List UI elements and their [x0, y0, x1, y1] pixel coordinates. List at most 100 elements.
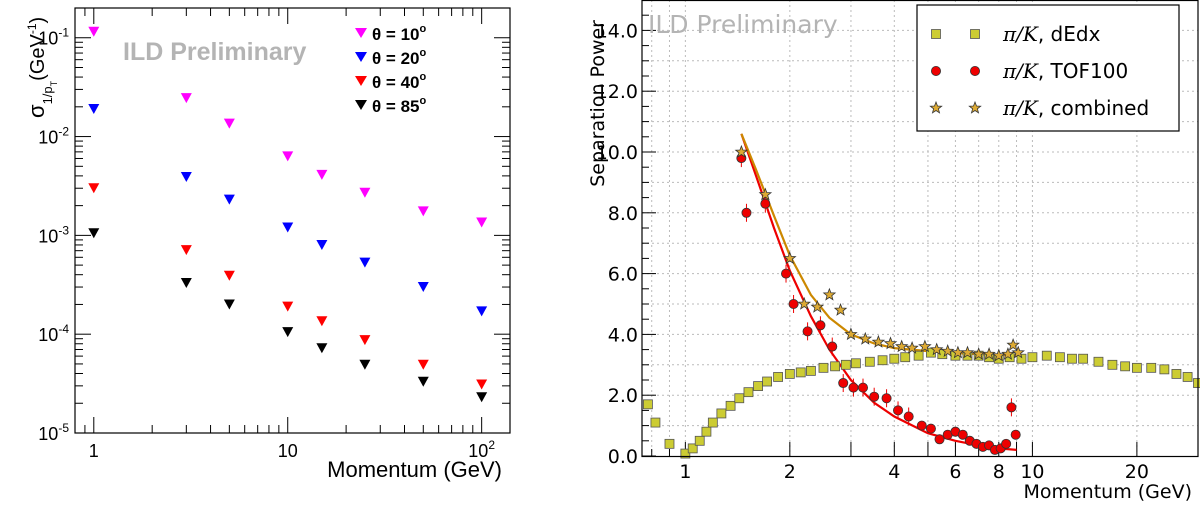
data-point — [824, 289, 835, 300]
data-point — [1094, 357, 1103, 366]
data-point — [476, 217, 487, 227]
separation-chart: ILD Preliminary0.02.04.06.08.010.012.014… — [520, 0, 1200, 508]
data-point — [1108, 360, 1117, 369]
x-tick-label: 10 — [1020, 461, 1044, 483]
data-point — [1079, 354, 1088, 363]
data-point — [781, 269, 790, 278]
legend-label: θ = 40o — [372, 71, 426, 92]
data-point — [799, 298, 810, 309]
y-tick-label: 10-3 — [38, 223, 69, 246]
data-point — [88, 183, 99, 193]
data-point — [812, 301, 823, 312]
watermark: ILD Preliminary — [648, 10, 838, 39]
y-tick-label: 8.0 — [608, 203, 638, 225]
data-point — [359, 335, 370, 345]
data-point — [224, 271, 235, 281]
y-tick-label: 6.0 — [608, 264, 638, 286]
data-point — [717, 409, 726, 418]
data-point — [1011, 430, 1020, 439]
data-point — [476, 392, 487, 402]
data-point — [651, 418, 660, 427]
data-point — [1008, 339, 1019, 350]
data-point — [1121, 362, 1130, 371]
data-point — [316, 240, 327, 250]
data-point — [932, 30, 941, 39]
data-point — [763, 377, 772, 386]
data-point — [931, 66, 940, 75]
data-point — [316, 343, 327, 353]
data-point — [744, 388, 753, 397]
data-point — [828, 342, 837, 351]
y-tick-label: 0.0 — [608, 446, 638, 468]
data-point — [789, 299, 798, 308]
data-point — [841, 360, 850, 369]
legend-marker — [355, 76, 367, 86]
data-point — [835, 304, 846, 315]
data-point — [971, 30, 980, 39]
data-point — [1028, 353, 1037, 362]
data-point — [282, 151, 293, 161]
data-point — [839, 378, 848, 387]
data-point — [882, 394, 891, 403]
y-tick-label: 10-4 — [38, 322, 69, 345]
data-point — [316, 316, 327, 326]
data-point — [282, 302, 293, 312]
data-point — [181, 172, 192, 182]
data-point — [359, 188, 370, 198]
plot-frame — [75, 8, 510, 433]
data-point — [904, 412, 913, 421]
data-point — [1055, 353, 1064, 362]
data-point — [181, 93, 192, 103]
data-point — [1147, 363, 1156, 372]
y-tick-label: 4.0 — [608, 324, 638, 346]
data-point — [1160, 365, 1169, 374]
data-point — [695, 436, 704, 445]
y-axis-label: Separation Power — [587, 20, 609, 187]
y-tick-label: 2.0 — [608, 385, 638, 407]
watermark: ILD Preliminary — [123, 38, 306, 66]
data-point — [1042, 351, 1051, 360]
legend-label: θ = 10o — [372, 23, 426, 44]
data-point — [418, 377, 429, 387]
x-tick-label: 6 — [949, 461, 961, 483]
data-point — [418, 206, 429, 216]
data-point — [224, 299, 235, 309]
legend-label: π/K, dEdx — [1002, 22, 1101, 46]
legend-marker — [355, 52, 367, 62]
data-point — [917, 421, 926, 430]
data-point — [316, 170, 327, 180]
data-point — [359, 258, 370, 268]
data-point — [476, 306, 487, 316]
data-point — [224, 119, 235, 129]
legend-marker — [355, 28, 367, 38]
data-point — [858, 383, 867, 392]
x-tick-label: 8 — [993, 461, 1005, 483]
data-point — [851, 359, 860, 368]
data-point — [796, 368, 805, 377]
data-point — [665, 439, 674, 448]
data-point — [282, 327, 293, 337]
x-tick-label: 1 — [89, 441, 99, 461]
x-tick-label: 20 — [1125, 461, 1149, 483]
data-point — [88, 228, 99, 238]
x-tick-label: 4 — [888, 461, 900, 483]
data-point — [803, 327, 812, 336]
data-point — [643, 400, 652, 409]
y-tick-label: 10-5 — [38, 421, 69, 444]
x-tick-label: 10 — [278, 441, 298, 461]
x-tick-label: 1 — [679, 461, 691, 483]
data-point — [418, 360, 429, 370]
legend-marker — [355, 100, 367, 110]
data-point — [878, 356, 887, 365]
fit-curve — [741, 134, 1016, 450]
data-point — [865, 357, 874, 366]
data-point — [418, 282, 429, 292]
data-point — [88, 27, 99, 37]
data-point — [742, 208, 751, 217]
data-point — [224, 195, 235, 205]
data-point — [754, 382, 763, 391]
x-tick-label: 2 — [784, 461, 796, 483]
data-point — [819, 363, 828, 372]
